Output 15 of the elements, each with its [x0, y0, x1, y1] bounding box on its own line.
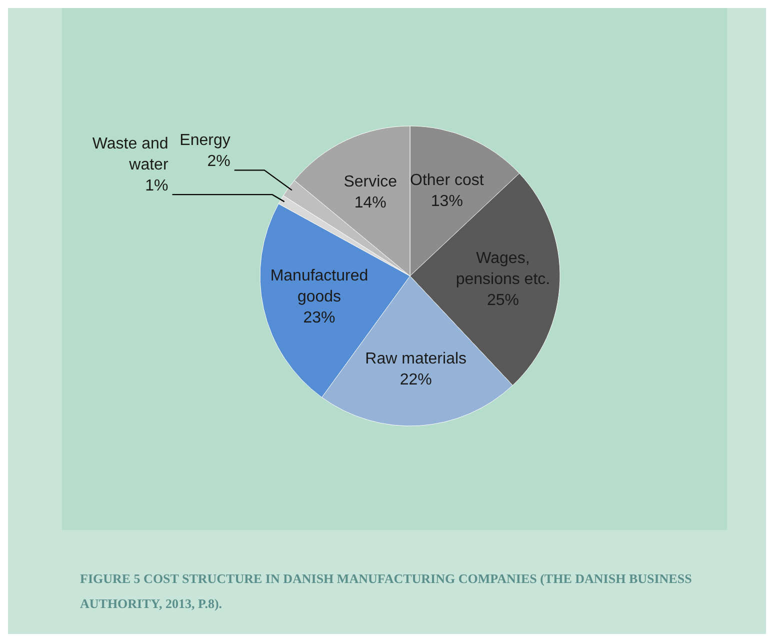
caption: FIGURE 5 COST STRUCTURE IN DANISH MANUFACTURING COMPANIES (THE DANISH BUSINESS AUTHORITY, 2013, P.8). [80, 571, 692, 611]
slice-label: Other cost [410, 172, 484, 190]
slice-label: Wages, pensions etc. [456, 250, 550, 288]
slice-label: Waste and water [92, 136, 169, 174]
slice-label: Energy [180, 132, 230, 150]
data-label: 23% [303, 309, 336, 326]
data-label: 25% [486, 292, 519, 309]
data-label: 22% [400, 371, 432, 388]
data-label: 2% [207, 153, 230, 170]
data-label: 13% [430, 193, 463, 210]
slice-label: Service [344, 173, 398, 190]
slice-label: Manufactured goods [270, 267, 368, 306]
data-label: 14% [354, 194, 386, 212]
data-label: 1% [145, 178, 168, 195]
slice-label: Raw materials [365, 350, 467, 368]
